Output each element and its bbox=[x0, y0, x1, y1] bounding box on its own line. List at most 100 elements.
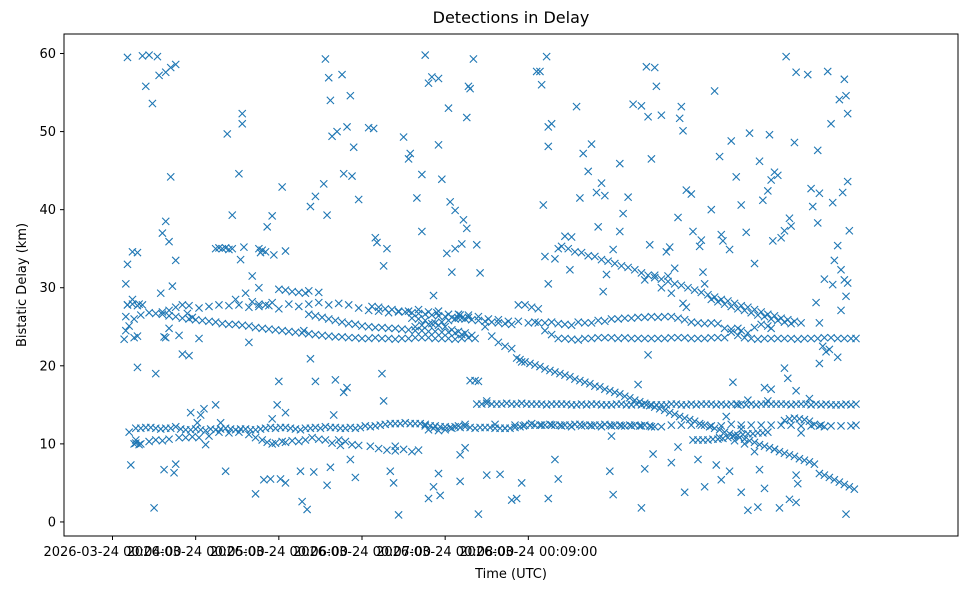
scatter-point bbox=[474, 316, 483, 325]
scatter-point bbox=[266, 475, 275, 483]
scatter-point bbox=[386, 467, 395, 476]
scatter-point bbox=[429, 424, 438, 433]
scatter-point bbox=[710, 293, 719, 302]
scatter-point bbox=[121, 326, 130, 335]
scatter-point bbox=[747, 421, 756, 430]
scatter-point bbox=[171, 460, 180, 469]
scatter-point bbox=[557, 421, 566, 430]
scatter-point bbox=[417, 321, 426, 330]
scatter-point bbox=[560, 371, 569, 380]
scatter-point bbox=[760, 442, 769, 451]
scatter-point bbox=[130, 314, 139, 323]
scatter-point bbox=[570, 247, 579, 256]
x-tick-label: 2026-03-24 00:07:00 bbox=[293, 545, 431, 560]
scatter-point bbox=[268, 211, 277, 220]
scatter-point bbox=[153, 52, 162, 61]
scatter-point bbox=[763, 310, 772, 319]
scatter-point bbox=[451, 244, 460, 253]
scatter-point bbox=[665, 243, 674, 252]
scatter-point bbox=[451, 335, 460, 344]
scatter-point bbox=[372, 238, 381, 247]
scatter-point bbox=[740, 306, 749, 315]
scatter-point bbox=[793, 479, 802, 488]
scatter-point bbox=[457, 240, 466, 249]
scatter-point bbox=[837, 421, 846, 430]
scatter-point bbox=[790, 452, 799, 461]
x-tick-label: 2026-03-24 00:04:00 bbox=[43, 545, 181, 560]
scatter-point bbox=[640, 334, 649, 343]
scatter-point bbox=[424, 333, 433, 342]
scatter-point bbox=[710, 424, 719, 433]
scatter-point bbox=[381, 304, 390, 313]
scatter-point bbox=[241, 289, 250, 298]
scatter-point bbox=[532, 67, 541, 76]
scatter-point bbox=[760, 484, 769, 493]
scatter-point bbox=[377, 334, 386, 343]
scatter-point bbox=[494, 318, 503, 327]
scatter-point bbox=[617, 421, 626, 430]
scatter-point bbox=[501, 342, 510, 351]
scatter-point bbox=[196, 411, 205, 419]
scatter-point bbox=[521, 357, 529, 366]
scatter-point bbox=[675, 114, 684, 123]
scatter-point bbox=[424, 425, 433, 434]
scatter-point bbox=[840, 480, 849, 489]
scatter-point bbox=[221, 467, 230, 476]
scatter-point bbox=[775, 447, 784, 456]
scatter-point bbox=[554, 244, 563, 253]
scatter-point bbox=[168, 282, 177, 291]
scatter-point bbox=[384, 324, 393, 333]
scatter-point bbox=[782, 52, 791, 61]
scatter-point bbox=[747, 334, 756, 343]
scatter-point bbox=[338, 332, 347, 341]
scatter-point bbox=[765, 130, 774, 139]
scatter-point bbox=[281, 286, 290, 295]
scatter-point bbox=[251, 433, 260, 442]
scatter-point bbox=[223, 129, 232, 138]
scatter-point bbox=[833, 334, 842, 343]
scatter-point bbox=[236, 255, 245, 264]
scatter-point bbox=[461, 420, 470, 429]
scatter-point bbox=[750, 259, 759, 268]
scatter-point bbox=[507, 496, 516, 505]
scatter-point bbox=[647, 312, 656, 321]
scatter-point bbox=[487, 318, 496, 327]
scatter-point bbox=[258, 324, 267, 333]
scatter-point bbox=[644, 271, 653, 280]
scatter-point bbox=[281, 438, 290, 447]
scatter-point bbox=[594, 333, 603, 342]
scatter-point bbox=[693, 455, 702, 464]
scatter-point bbox=[421, 310, 430, 319]
scatter-point bbox=[780, 416, 789, 425]
scatter-point bbox=[649, 450, 658, 459]
scatter-point bbox=[620, 314, 629, 323]
scatter-point bbox=[244, 303, 253, 312]
scatter-point bbox=[171, 422, 180, 431]
scatter-point bbox=[291, 328, 300, 337]
scatter-point bbox=[767, 334, 776, 343]
scatter-point bbox=[797, 421, 806, 430]
scatter-point bbox=[437, 175, 446, 184]
scatter-point bbox=[331, 375, 340, 384]
scatter-point bbox=[540, 326, 549, 335]
scatter-point bbox=[743, 329, 752, 338]
scatter-point bbox=[715, 425, 724, 434]
scatter-point bbox=[125, 428, 134, 437]
scatter-point bbox=[407, 447, 416, 456]
scatter-point bbox=[399, 133, 408, 142]
scatter-point bbox=[792, 68, 801, 77]
scatter-point bbox=[579, 149, 588, 158]
scatter-point bbox=[624, 193, 633, 202]
scatter-point bbox=[195, 304, 203, 313]
scatter-point bbox=[745, 436, 754, 445]
scatter-point bbox=[715, 152, 724, 161]
scatter-point bbox=[178, 350, 187, 359]
scatter-point bbox=[757, 421, 766, 430]
scatter-point bbox=[803, 70, 812, 79]
scatter-point bbox=[158, 307, 167, 316]
scatter-point bbox=[145, 437, 154, 446]
scatter-point bbox=[783, 374, 792, 383]
scatter-point bbox=[607, 421, 616, 430]
scatter-point bbox=[328, 439, 337, 448]
scatter-point bbox=[331, 332, 340, 341]
